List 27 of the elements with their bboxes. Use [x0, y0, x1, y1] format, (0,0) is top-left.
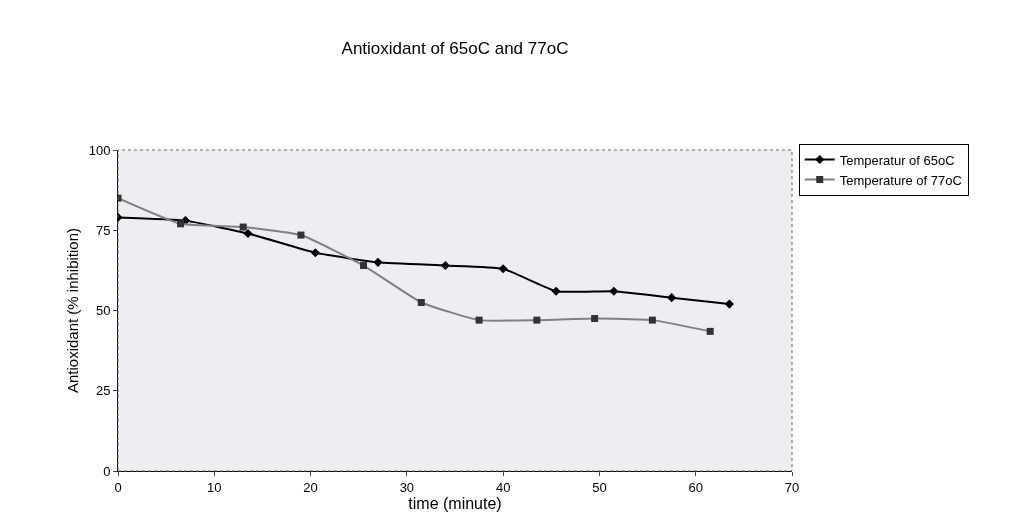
y-tick-label: 100	[88, 142, 111, 158]
y-tick-label: 0	[103, 463, 111, 479]
point	[498, 264, 508, 274]
y-tick-label: 50	[95, 303, 111, 319]
x-tick-label: 40	[495, 479, 511, 495]
point	[551, 286, 561, 296]
point	[373, 257, 383, 267]
x-tick-label: 50	[592, 479, 607, 495]
point	[724, 299, 734, 309]
y-tick-label: 25	[95, 383, 111, 399]
y-tick-label: 75	[95, 222, 111, 238]
point	[667, 293, 677, 303]
x-tick-label: 60	[688, 479, 703, 495]
point	[243, 228, 253, 239]
x-tick-label: 0	[114, 479, 122, 495]
x-tick-label: 30	[399, 479, 415, 495]
chart-title: Antioxidant of 65oC and 77oC	[341, 38, 569, 58]
x-axis-title: time (minute)	[408, 494, 502, 512]
point	[440, 261, 450, 271]
point	[310, 248, 320, 258]
legend-label: Temperature of 77oC	[839, 172, 962, 188]
legend-label: Temperatur of 65oC	[839, 152, 955, 168]
x-tick-label: 70	[784, 479, 800, 495]
point	[609, 286, 619, 296]
x-tick-label: 10	[207, 479, 222, 495]
x-tick-label: 20	[303, 479, 318, 495]
y-axis-title: Antioxidant (% inhibition)	[64, 227, 81, 394]
